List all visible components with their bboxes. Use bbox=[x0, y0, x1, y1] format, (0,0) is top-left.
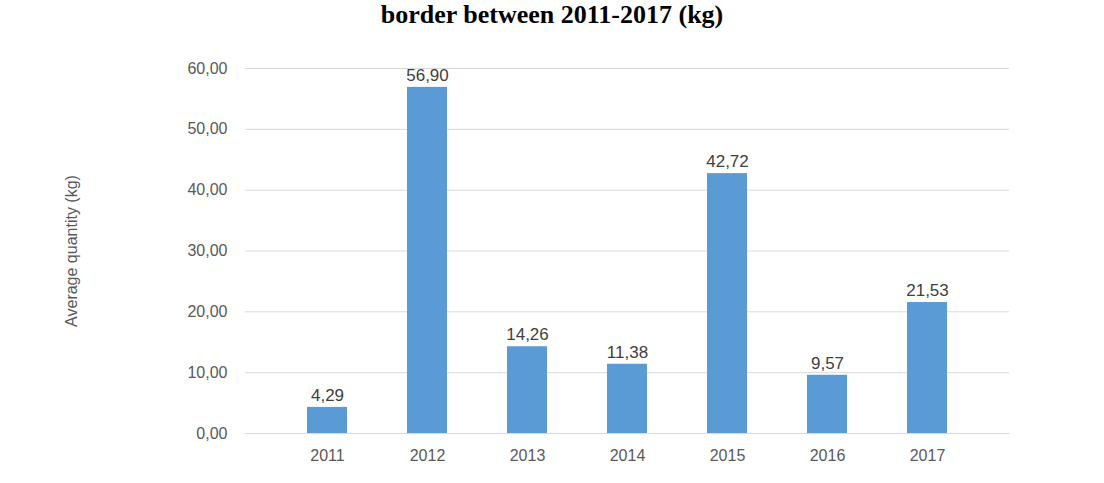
svg-text:2016: 2016 bbox=[810, 447, 846, 464]
html-text:border between 2011-2017 (kg): border between 2011-2017 (kg) bbox=[380, 0, 724, 29]
svg-text:11,38: 11,38 bbox=[607, 343, 648, 362]
svg-text:50,00: 50,00 bbox=[187, 120, 227, 137]
svg-text:10,00: 10,00 bbox=[187, 364, 227, 381]
svg-text:2013: 2013 bbox=[510, 447, 546, 464]
svg-text:2014: 2014 bbox=[610, 447, 646, 464]
svg-text:9,57: 9,57 bbox=[811, 354, 844, 373]
svg-text:30,00: 30,00 bbox=[187, 242, 227, 259]
svg-text:2011: 2011 bbox=[310, 447, 345, 464]
svg-text:42,72: 42,72 bbox=[706, 152, 749, 171]
svg-text:Average quantity (kg): Average quantity (kg) bbox=[63, 175, 80, 327]
svg-text:60,00: 60,00 bbox=[187, 60, 227, 77]
svg-text:20,00: 20,00 bbox=[187, 303, 227, 320]
svg-text:56,90: 56,90 bbox=[406, 66, 449, 85]
svg-text:21,53: 21,53 bbox=[906, 281, 949, 300]
svg-text:2012: 2012 bbox=[410, 447, 446, 464]
svg-text:4,29: 4,29 bbox=[311, 386, 344, 405]
svg-text:2015: 2015 bbox=[710, 447, 746, 464]
svg-text:40,00: 40,00 bbox=[187, 181, 227, 198]
svg-text:2017: 2017 bbox=[910, 447, 946, 464]
svg-text:0,00: 0,00 bbox=[196, 425, 227, 442]
svg-text:14,26: 14,26 bbox=[506, 325, 549, 344]
